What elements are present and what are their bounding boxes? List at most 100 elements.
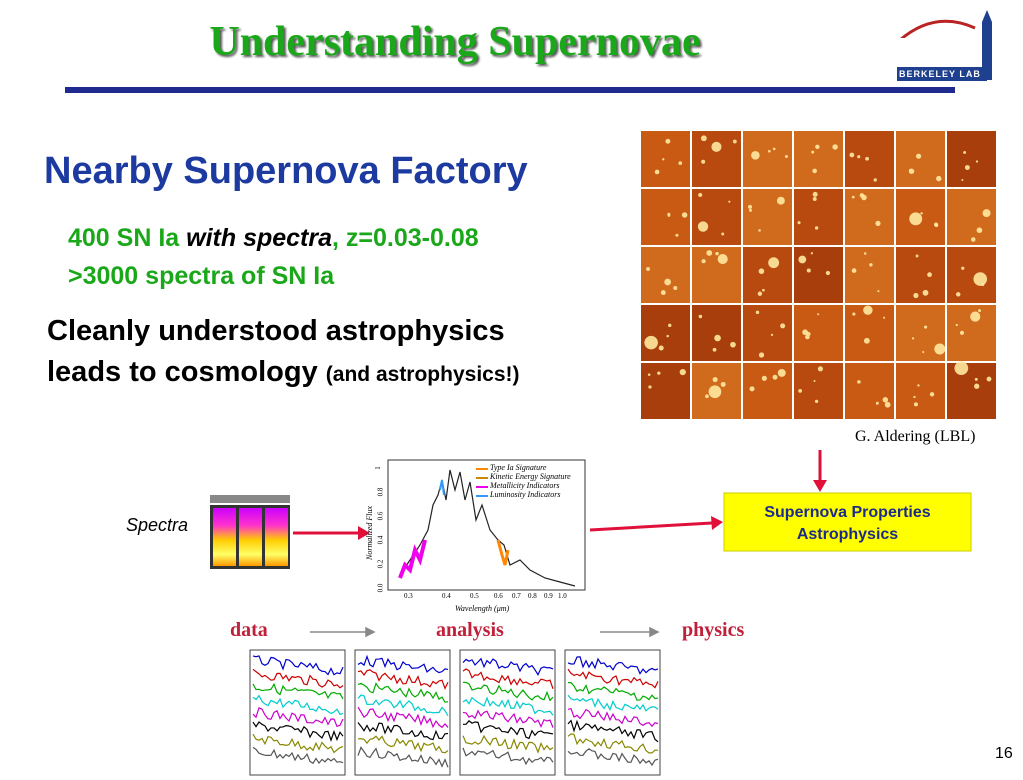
shape bbox=[357, 722, 449, 741]
shape bbox=[857, 380, 861, 384]
shape bbox=[961, 266, 965, 270]
x-tick-label: 0.5 bbox=[470, 592, 479, 600]
shape bbox=[567, 681, 659, 701]
shape bbox=[877, 290, 880, 293]
shape bbox=[849, 152, 855, 158]
shape bbox=[462, 747, 554, 766]
shape bbox=[732, 139, 737, 144]
shape bbox=[567, 694, 659, 712]
shape bbox=[814, 226, 819, 230]
arrow-head bbox=[813, 480, 827, 492]
y-tick-label: 0.8 bbox=[376, 487, 385, 497]
arrow bbox=[589, 521, 713, 532]
shape bbox=[863, 337, 870, 344]
shape bbox=[909, 212, 923, 226]
shape bbox=[869, 263, 873, 267]
shape bbox=[357, 694, 449, 717]
shape bbox=[964, 165, 970, 171]
tile bbox=[692, 131, 741, 187]
shape bbox=[462, 720, 554, 740]
shape bbox=[922, 350, 925, 354]
tile bbox=[794, 131, 843, 187]
text: Supernova Properties bbox=[764, 504, 931, 521]
logo bbox=[897, 10, 992, 81]
y-tick-label: 0.0 bbox=[376, 583, 385, 593]
pipeline-step: physics bbox=[682, 619, 745, 641]
shape bbox=[567, 748, 659, 767]
shape bbox=[721, 232, 725, 236]
shape bbox=[462, 681, 554, 702]
shape bbox=[981, 283, 985, 287]
tile bbox=[947, 247, 996, 303]
tile bbox=[845, 363, 894, 419]
shape bbox=[647, 373, 651, 376]
shape bbox=[922, 289, 929, 296]
shape bbox=[936, 175, 942, 182]
shape bbox=[915, 153, 922, 159]
shape bbox=[667, 214, 671, 217]
shape bbox=[755, 310, 760, 315]
shape bbox=[970, 237, 976, 242]
shape bbox=[934, 343, 946, 355]
x-tick-label: 0.9 bbox=[544, 592, 553, 600]
tile bbox=[692, 305, 741, 361]
tile bbox=[947, 189, 996, 245]
shape bbox=[884, 401, 891, 408]
tile bbox=[947, 363, 996, 419]
shape bbox=[711, 141, 722, 152]
shape bbox=[875, 220, 881, 227]
y-label: Normalized Flux bbox=[365, 506, 374, 560]
text: leads to cosmology bbox=[47, 356, 318, 388]
pipeline-step: data bbox=[230, 619, 268, 641]
shape bbox=[252, 668, 344, 689]
shape bbox=[776, 196, 785, 205]
tile bbox=[743, 131, 792, 187]
shape bbox=[567, 733, 659, 754]
shape bbox=[780, 323, 786, 329]
emphasis: with spectra bbox=[186, 224, 333, 252]
shape bbox=[913, 292, 919, 299]
shape bbox=[882, 397, 889, 403]
shape bbox=[961, 178, 964, 182]
shape bbox=[730, 341, 736, 348]
title-rule bbox=[65, 87, 955, 93]
y-tick-label: 0.6 bbox=[376, 511, 385, 521]
shape bbox=[462, 657, 554, 676]
statement: Cleanly understood astrophysics bbox=[47, 315, 505, 347]
page-number: 16 bbox=[995, 745, 1013, 762]
shape bbox=[959, 330, 965, 335]
shape bbox=[915, 254, 919, 258]
shape bbox=[252, 721, 344, 742]
shape bbox=[665, 138, 671, 144]
x-tick-label: 0.3 bbox=[404, 592, 413, 600]
shape bbox=[646, 267, 650, 271]
shape bbox=[357, 706, 449, 729]
shape bbox=[757, 291, 763, 296]
pipeline-step: analysis bbox=[436, 619, 504, 641]
shape bbox=[851, 195, 855, 199]
tile bbox=[947, 131, 996, 187]
tile bbox=[743, 189, 792, 245]
shape bbox=[357, 735, 449, 754]
tile bbox=[692, 247, 741, 303]
shape bbox=[923, 325, 928, 329]
shape bbox=[749, 386, 755, 392]
shape bbox=[825, 270, 831, 276]
shape bbox=[806, 268, 811, 273]
shape bbox=[772, 147, 776, 151]
shape bbox=[863, 305, 873, 315]
shape bbox=[751, 150, 760, 160]
shape bbox=[812, 168, 817, 174]
x-tick-label: 0.6 bbox=[494, 592, 503, 600]
shape bbox=[712, 347, 717, 352]
shape bbox=[678, 161, 683, 165]
shape bbox=[658, 345, 664, 351]
shape bbox=[715, 251, 719, 256]
shape bbox=[698, 314, 703, 319]
supernova-image-grid bbox=[641, 131, 996, 419]
shape bbox=[811, 150, 815, 154]
shape bbox=[728, 200, 731, 203]
tile bbox=[845, 131, 894, 187]
shape bbox=[814, 399, 819, 403]
